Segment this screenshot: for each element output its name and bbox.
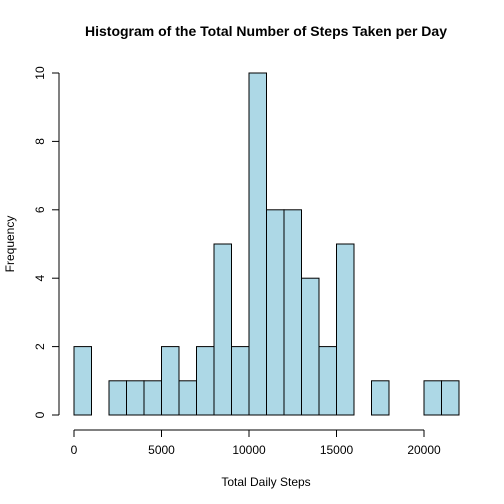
histogram-bar [319, 347, 337, 415]
y-tick-label: 10 [33, 66, 47, 80]
histogram-bar [284, 210, 302, 415]
histogram-bar [337, 244, 355, 415]
histogram-bar [162, 347, 180, 415]
histogram-bar [249, 73, 267, 415]
x-tick-label: 15000 [320, 443, 354, 457]
x-axis: 0 5000 10000 15000 20000 [71, 430, 441, 457]
histogram-bar [267, 210, 285, 415]
histogram-bar [144, 381, 162, 415]
y-tick-label: 0 [33, 411, 47, 418]
bars-group [74, 73, 459, 415]
histogram-bar [109, 381, 127, 415]
chart-title: Histogram of the Total Number of Steps T… [85, 23, 447, 39]
x-axis-label: Total Daily Steps [221, 475, 310, 489]
histogram-bar [372, 381, 390, 415]
y-tick-label: 4 [33, 275, 47, 282]
y-tick-label: 2 [33, 343, 47, 350]
y-axis: 0 2 4 6 8 10 [33, 66, 59, 418]
x-tick-label: 20000 [407, 443, 441, 457]
histogram-bar [214, 244, 232, 415]
histogram-bar [442, 381, 460, 415]
y-tick-label: 6 [33, 206, 47, 213]
histogram-bar [179, 381, 197, 415]
histogram-bar [74, 347, 92, 415]
histogram-bar [424, 381, 442, 415]
y-axis-label: Frequency [3, 216, 17, 273]
x-tick-label: 5000 [148, 443, 175, 457]
x-tick-label: 0 [71, 443, 78, 457]
histogram-bar [302, 278, 320, 415]
histogram-bar [197, 347, 215, 415]
y-tick-label: 8 [33, 138, 47, 145]
x-tick-label: 10000 [232, 443, 266, 457]
histogram-bar [232, 347, 250, 415]
histogram-bar [127, 381, 145, 415]
